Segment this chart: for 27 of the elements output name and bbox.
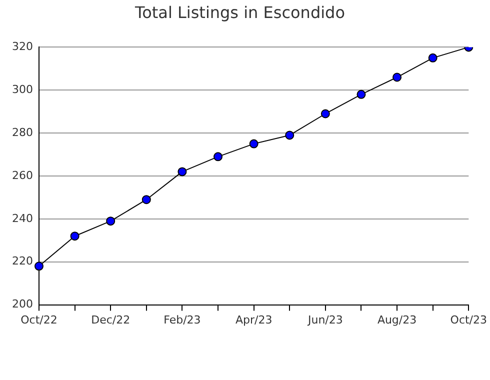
point	[34, 262, 44, 271]
point	[428, 53, 438, 62]
y-tick-label: 300	[12, 82, 33, 96]
y-tick-label: 240	[12, 212, 33, 225]
y-tick-label: 320	[12, 40, 33, 54]
x-tick-label: Jun/23	[306, 313, 343, 326]
y-tick-label: 280	[12, 126, 33, 139]
x-tick-label: Dec/22	[91, 313, 130, 326]
x-tick-label: Oct/23	[450, 313, 488, 326]
x-tick-label: Feb/23	[164, 313, 201, 326]
point	[106, 216, 116, 226]
x-tick-label: Oct/22	[20, 313, 58, 326]
point	[356, 90, 366, 99]
point	[214, 152, 223, 162]
y-tick-label: 260	[12, 168, 33, 182]
point	[392, 72, 402, 82]
point	[285, 130, 294, 140]
point	[70, 232, 80, 241]
x-tick-label: Apr/23	[235, 313, 272, 326]
chart-title: Total Listings in Escondido	[134, 2, 345, 22]
y-tick-label: 200	[12, 298, 33, 311]
point	[320, 109, 330, 118]
point	[142, 195, 151, 204]
y-tick-label: 220	[12, 254, 33, 268]
point	[249, 139, 258, 148]
point	[178, 167, 187, 176]
x-tick-label: Aug/23	[377, 313, 417, 326]
